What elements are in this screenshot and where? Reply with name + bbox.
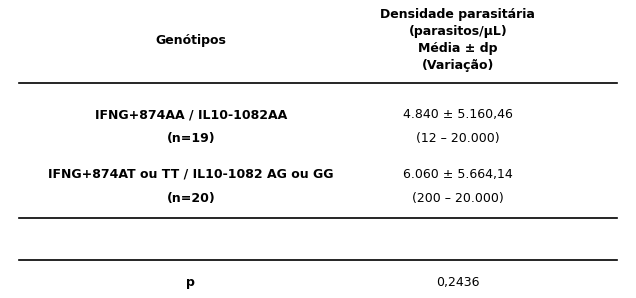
Text: Densidade parasitária
(parasitos/μL)
Média ± dp
(Variação): Densidade parasitária (parasitos/μL) Méd…	[380, 8, 536, 72]
Text: IFNG+874AA / IL10-1082AA: IFNG+874AA / IL10-1082AA	[95, 108, 287, 121]
Text: IFNG+874AT ou TT / IL10-1082 AG ou GG: IFNG+874AT ou TT / IL10-1082 AG ou GG	[48, 168, 333, 181]
Text: Genótipos: Genótipos	[155, 34, 226, 47]
Text: (n=19): (n=19)	[167, 132, 215, 145]
Text: 6.060 ± 5.664,14: 6.060 ± 5.664,14	[403, 168, 513, 181]
Text: p: p	[186, 276, 195, 289]
Text: (200 – 20.000): (200 – 20.000)	[412, 192, 504, 205]
Text: 0,2436: 0,2436	[436, 276, 480, 289]
Text: 4.840 ± 5.160,46: 4.840 ± 5.160,46	[403, 108, 513, 121]
Text: (n=20): (n=20)	[167, 192, 215, 205]
Text: (12 – 20.000): (12 – 20.000)	[416, 132, 500, 145]
